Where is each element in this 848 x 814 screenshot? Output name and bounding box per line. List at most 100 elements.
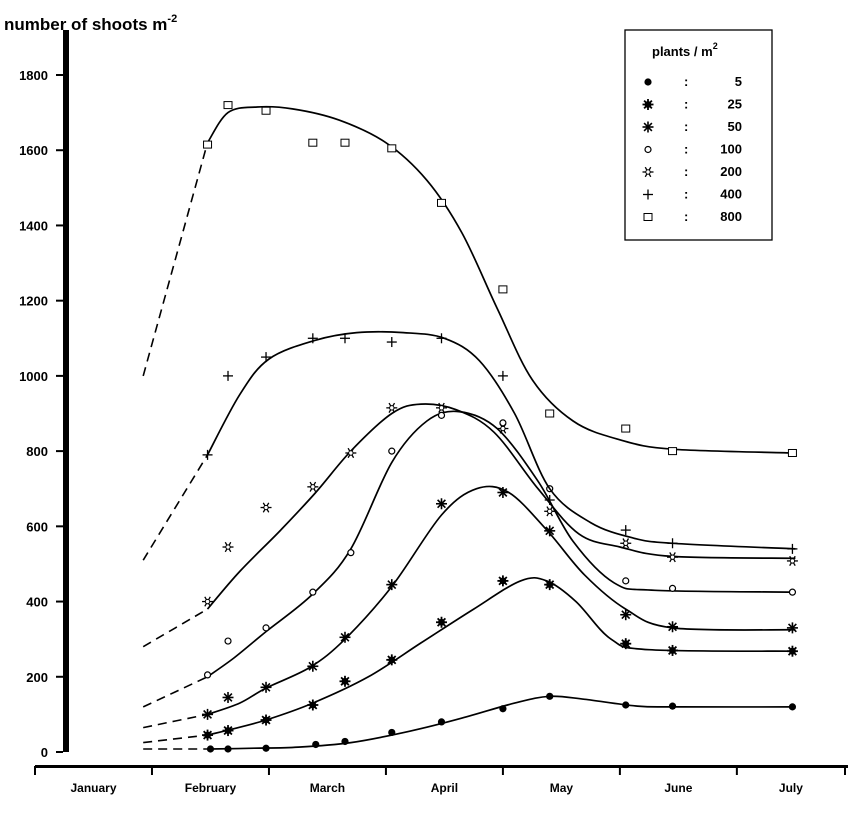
data-point: [668, 447, 678, 456]
x-month-label: January: [70, 781, 116, 795]
series-200: [142, 402, 798, 648]
data-point: [788, 703, 797, 711]
legend-label: 5: [735, 74, 742, 89]
legend-colon: :: [684, 187, 688, 202]
legend-label: 400: [720, 187, 742, 202]
y-tick-label: 1200: [19, 294, 48, 309]
series-line: [206, 105, 796, 454]
data-point: [436, 498, 447, 510]
data-point: [668, 584, 677, 592]
data-point: [222, 725, 234, 737]
legend-marker: [642, 121, 654, 133]
data-point: [788, 588, 797, 596]
series-extrapolated-line: [142, 676, 208, 708]
legend-label: 200: [720, 164, 742, 179]
data-point: [341, 737, 349, 746]
y-tick-label: 800: [26, 444, 48, 459]
series-extrapolated-line: [143, 713, 208, 729]
series-100: [142, 410, 797, 708]
y-axis-title: number of shoots m-2: [4, 13, 177, 34]
series-line: [206, 330, 796, 550]
data-point: [622, 701, 630, 709]
data-point: [388, 728, 396, 737]
x-month-label: April: [431, 781, 458, 795]
data-point: [222, 691, 234, 703]
y-tick-label: 0: [41, 745, 48, 760]
data-point: [544, 495, 555, 506]
data-point: [667, 621, 679, 633]
data-point: [436, 333, 447, 344]
series-extrapolated-line: [142, 454, 209, 561]
data-point: [202, 708, 214, 720]
data-point: [223, 370, 234, 381]
legend-marker: [642, 99, 654, 110]
data-point: [260, 502, 272, 513]
data-point: [261, 352, 272, 363]
data-point: [620, 538, 632, 549]
data-point: [387, 144, 397, 153]
series-25: [143, 575, 798, 744]
data-point: [622, 577, 630, 585]
data-point: [786, 645, 798, 657]
data-point: [345, 447, 357, 459]
data-point: [203, 671, 212, 679]
series-5: [143, 692, 797, 753]
legend-colon: :: [684, 209, 688, 224]
legend-label: 25: [728, 97, 742, 112]
legend-colon: :: [684, 119, 688, 134]
data-point: [499, 705, 507, 713]
legend: plants / m2 : 5: 25: 50: 100: 200: 400: 800: [624, 29, 773, 241]
series-extrapolated-line: [143, 734, 208, 744]
legend-colon: :: [684, 74, 688, 89]
data-point: [388, 447, 396, 455]
y-tick-label: 1400: [19, 218, 48, 233]
data-point: [339, 631, 351, 643]
data-point: [436, 616, 447, 628]
legend-colon: :: [684, 164, 688, 179]
data-point: [436, 402, 447, 413]
data-point: [546, 692, 554, 700]
data-point: [260, 681, 272, 693]
legend-marker: [643, 213, 653, 221]
legend-marker: [644, 78, 652, 86]
x-month-label: March: [310, 781, 345, 795]
series-extrapolated-line: [142, 608, 208, 648]
data-point: [544, 525, 556, 537]
data-point: [386, 402, 398, 413]
y-ticks: 0 200 400 600 800 1000 1200 1400 1600 1800: [19, 68, 63, 760]
data-point: [223, 101, 233, 110]
data-point: [667, 552, 679, 563]
data-point: [202, 596, 214, 607]
data-point: [787, 543, 798, 554]
x-month-ticks: January February March April May June July: [34, 766, 846, 795]
y-tick-label: 1800: [19, 68, 48, 83]
data-point: [262, 624, 270, 632]
data-point: [202, 729, 214, 741]
data-point: [667, 644, 679, 656]
data-point: [307, 481, 319, 492]
series-800: [142, 101, 797, 457]
data-point: [261, 106, 271, 115]
series-50: [143, 485, 798, 729]
data-point: [224, 637, 232, 645]
data-point: [621, 424, 631, 433]
series-layer: [142, 101, 798, 753]
data-point: [786, 622, 798, 634]
legend-label: 50: [728, 119, 742, 134]
series-400: [142, 330, 798, 561]
data-point: [309, 588, 317, 596]
series-extrapolated-line: [142, 142, 209, 377]
data-point: [307, 333, 318, 344]
data-point: [203, 140, 213, 149]
data-point: [312, 740, 320, 749]
legend-title: plants / m2: [652, 41, 718, 59]
data-point: [667, 538, 678, 549]
y-axis-line: [63, 30, 69, 752]
data-point: [206, 745, 215, 753]
legend-colon: :: [684, 142, 688, 157]
data-point: [386, 337, 397, 348]
y-tick-label: 200: [26, 670, 48, 685]
legend-marker: [644, 145, 652, 154]
data-point: [437, 198, 446, 207]
